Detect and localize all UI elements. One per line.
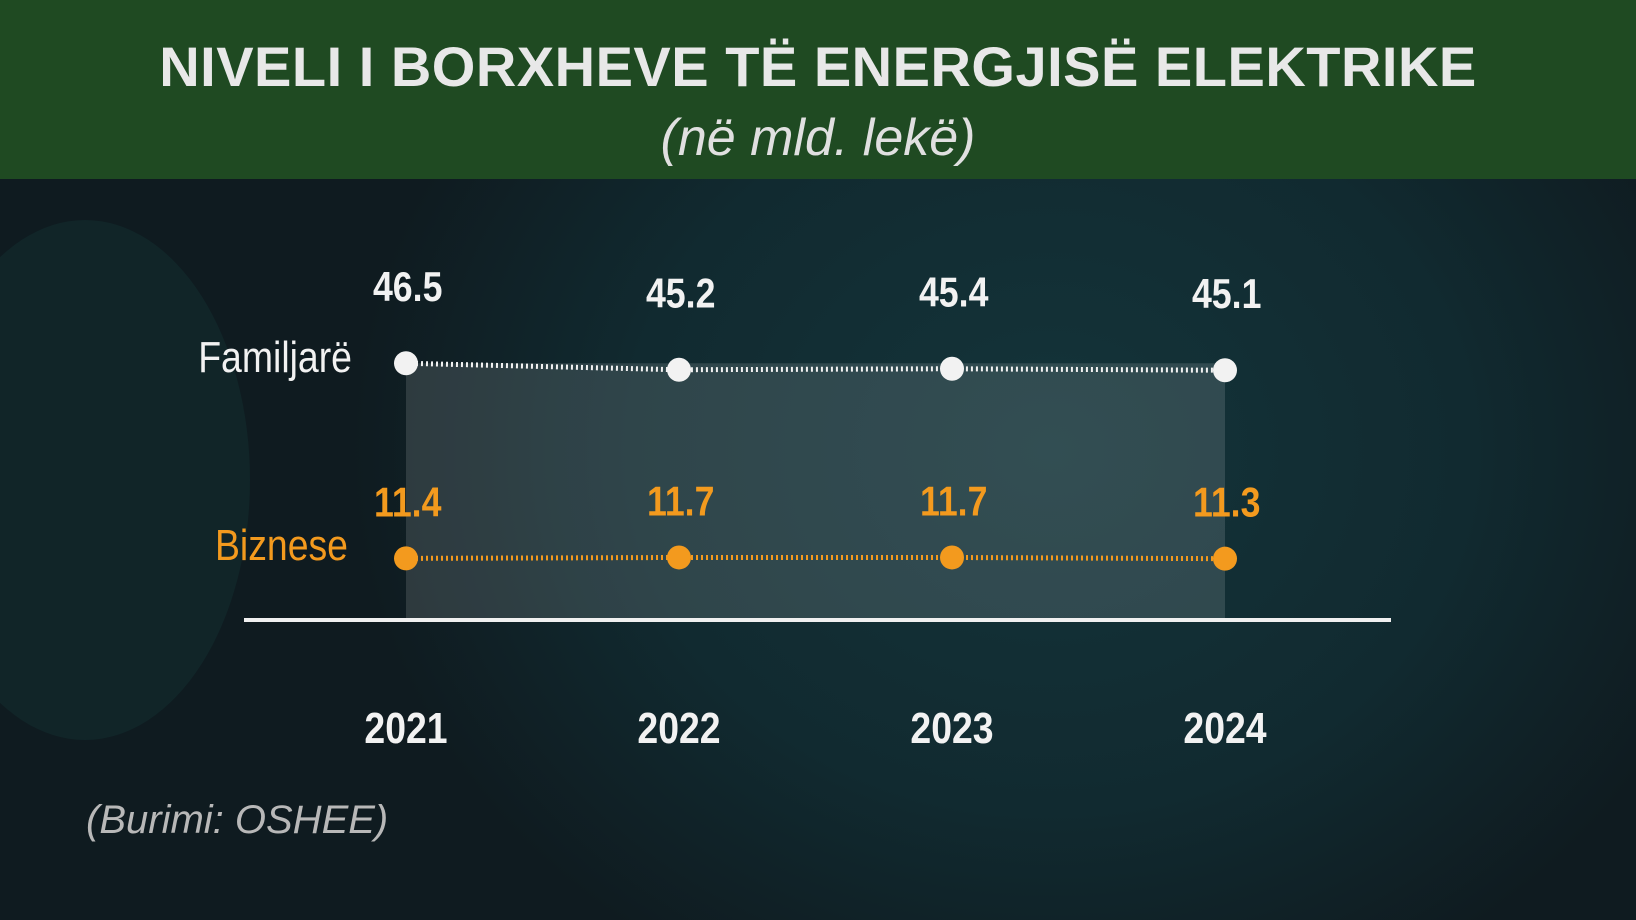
chart-subtitle: (në mld. lekë)	[660, 109, 976, 167]
data-point	[394, 351, 418, 376]
x-tick-label: 2021	[364, 703, 447, 753]
chart-title: NIVELI I BORXHEVE TË ENERGJISË ELEKTRIKE	[159, 35, 1477, 98]
data-label: 46.5	[373, 265, 442, 311]
source-note: (Burimi: OSHEE)	[86, 798, 389, 842]
data-point	[1213, 358, 1237, 383]
data-point	[940, 356, 964, 381]
data-point	[667, 545, 691, 570]
x-tick-label: 2024	[1183, 703, 1266, 753]
series-line-biznese	[405, 554, 1226, 562]
data-label: 11.7	[647, 479, 715, 525]
data-point	[1213, 546, 1237, 571]
data-label: 45.1	[1192, 272, 1261, 318]
data-point	[940, 545, 964, 570]
data-label: 11.3	[1193, 480, 1261, 526]
data-label: 45.2	[646, 271, 715, 317]
legend-label-biznese: Biznese	[215, 520, 348, 570]
header-band: NIVELI I BORXHEVE TË ENERGJISË ELEKTRIKE…	[0, 0, 1636, 179]
data-label: 11.7	[920, 479, 988, 525]
shaded-area	[406, 363, 1225, 620]
series-line-familjare	[405, 360, 1226, 373]
data-label: 45.4	[919, 270, 989, 316]
data-point	[667, 357, 691, 382]
x-tick-label: 2022	[637, 703, 720, 753]
x-tick-label: 2023	[910, 703, 993, 753]
data-point	[394, 546, 418, 571]
legend-label-familjare: Familjarë	[198, 332, 352, 382]
data-label: 11.4	[374, 480, 442, 526]
